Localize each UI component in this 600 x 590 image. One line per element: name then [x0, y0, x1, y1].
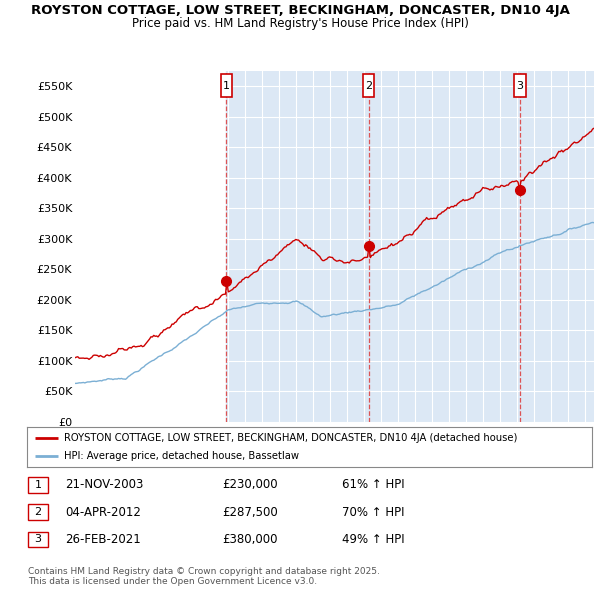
Text: 1: 1 — [223, 81, 230, 91]
Text: £230,000: £230,000 — [222, 478, 278, 491]
Text: HPI: Average price, detached house, Bassetlaw: HPI: Average price, detached house, Bass… — [64, 451, 299, 461]
FancyBboxPatch shape — [514, 74, 526, 97]
Text: 49% ↑ HPI: 49% ↑ HPI — [342, 533, 404, 546]
Text: ROYSTON COTTAGE, LOW STREET, BECKINGHAM, DONCASTER, DN10 4JA (detached house): ROYSTON COTTAGE, LOW STREET, BECKINGHAM,… — [64, 434, 517, 444]
Text: £380,000: £380,000 — [222, 533, 277, 546]
Text: 70% ↑ HPI: 70% ↑ HPI — [342, 506, 404, 519]
Text: 2: 2 — [365, 81, 372, 91]
Bar — [226, 71, 600, 422]
Text: 04-APR-2012: 04-APR-2012 — [65, 506, 140, 519]
FancyBboxPatch shape — [221, 74, 232, 97]
Text: 21-NOV-2003: 21-NOV-2003 — [65, 478, 143, 491]
Text: 3: 3 — [35, 535, 41, 544]
Text: ROYSTON COTTAGE, LOW STREET, BECKINGHAM, DONCASTER, DN10 4JA: ROYSTON COTTAGE, LOW STREET, BECKINGHAM,… — [31, 4, 569, 17]
Text: 2: 2 — [35, 507, 41, 517]
Text: 61% ↑ HPI: 61% ↑ HPI — [342, 478, 404, 491]
Text: £287,500: £287,500 — [222, 506, 278, 519]
Text: Contains HM Land Registry data © Crown copyright and database right 2025.
This d: Contains HM Land Registry data © Crown c… — [28, 567, 380, 586]
Text: 26-FEB-2021: 26-FEB-2021 — [65, 533, 140, 546]
FancyBboxPatch shape — [363, 74, 374, 97]
Text: 1: 1 — [35, 480, 41, 490]
Text: 3: 3 — [517, 81, 523, 91]
Text: Price paid vs. HM Land Registry's House Price Index (HPI): Price paid vs. HM Land Registry's House … — [131, 17, 469, 30]
